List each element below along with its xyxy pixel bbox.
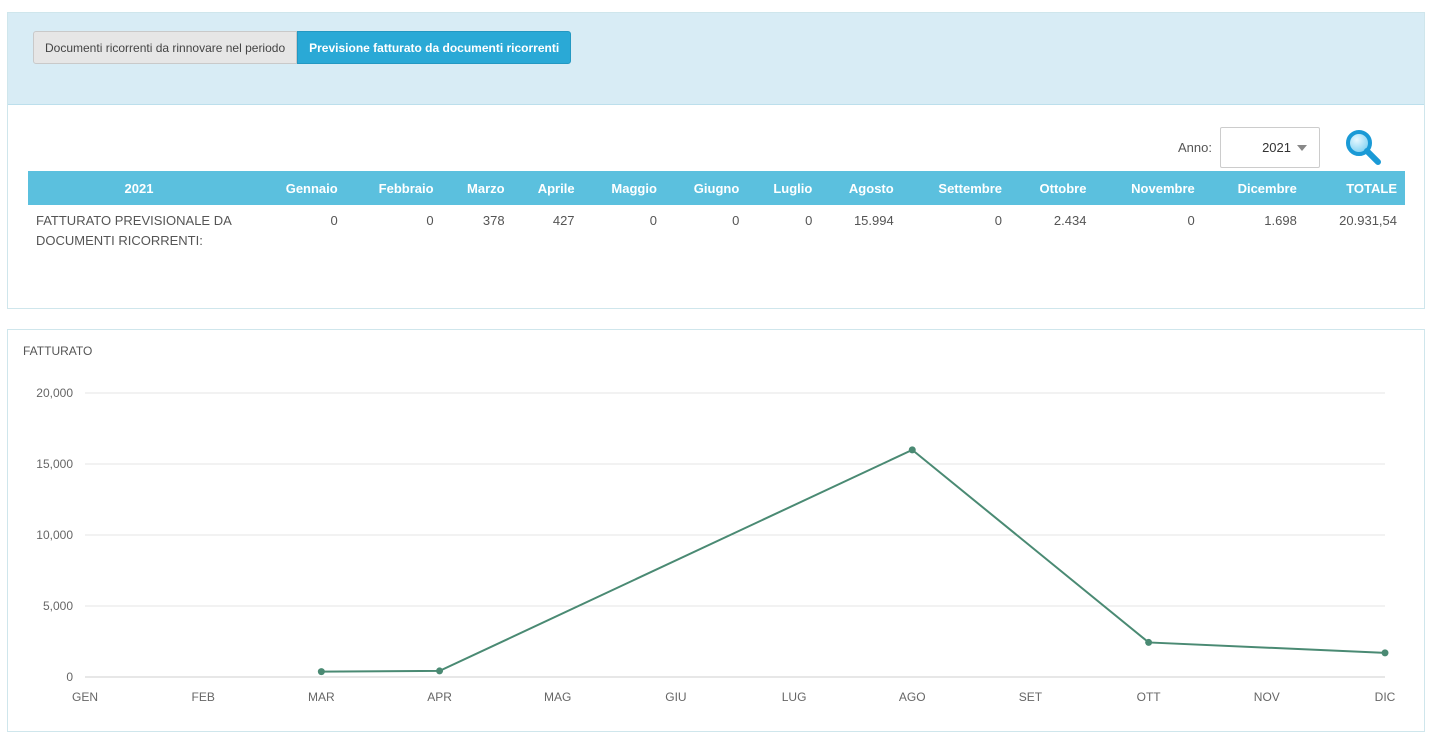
column-header: Novembre — [1094, 171, 1203, 205]
x-tick-label: SET — [1019, 690, 1043, 704]
year-filter: Anno: 2021 — [1178, 127, 1384, 168]
month-value-cell: 15.994 — [853, 213, 894, 228]
column-header: Dicembre — [1202, 171, 1305, 205]
tabs: Documenti ricorrenti da rinnovare nel pe… — [33, 31, 572, 64]
search-icon — [1346, 129, 1381, 165]
table-row: FATTURATO PREVISIONALE DA DOCUMENTI RICO… — [28, 205, 1405, 251]
column-header: Ottobre — [1009, 171, 1095, 205]
year-label: Anno: — [1178, 140, 1212, 155]
x-tick-label: OTT — [1137, 690, 1162, 704]
column-header: Maggio — [582, 171, 665, 205]
x-tick-label: NOV — [1254, 690, 1280, 704]
y-axis-title: FATTURATO — [23, 344, 92, 358]
tab-forecast[interactable]: Previsione fatturato da documenti ricorr… — [297, 31, 572, 64]
x-tick-label: MAG — [544, 690, 571, 704]
data-point[interactable] — [436, 667, 444, 675]
data-point[interactable] — [908, 446, 916, 454]
column-header: Agosto — [820, 171, 902, 205]
table-header-row: 2021 Gennaio Febbraio Marzo Aprile Maggio Giug… — [28, 171, 1405, 205]
year-value: 2021 — [1262, 140, 1291, 155]
data-point[interactable] — [1381, 649, 1389, 657]
tab-bar: Documenti ricorrenti da rinnovare nel pe… — [8, 13, 1424, 105]
x-tick-label: GIU — [665, 690, 686, 704]
month-value-cell: 0 — [994, 213, 1002, 228]
y-tick-label: 10,000 — [36, 528, 73, 542]
column-header: Febbraio — [345, 171, 442, 205]
x-tick-label: AGO — [899, 690, 926, 704]
year-select[interactable]: 2021 — [1220, 127, 1320, 168]
column-header: Aprile — [512, 171, 583, 205]
column-header: TOTALE — [1304, 171, 1405, 205]
data-point[interactable] — [317, 668, 325, 676]
forecast-table: 2021 Gennaio Febbraio Marzo Aprile Maggio Giug… — [28, 171, 1405, 251]
total-cell: 20.931,54 — [1339, 213, 1397, 228]
month-value-cell: 0 — [732, 213, 740, 228]
month-value-cell: 2.434 — [1053, 213, 1087, 228]
column-header: Giugno — [664, 171, 748, 205]
search-button[interactable] — [1344, 128, 1384, 168]
x-tick-label: APR — [427, 690, 452, 704]
column-header: Marzo — [441, 171, 513, 205]
month-value-cell: 0 — [1187, 213, 1195, 228]
chevron-down-icon — [1297, 144, 1307, 151]
month-value-cell: 0 — [649, 213, 657, 228]
chart-panel: FATTURATO 0 5,000 10,000 15,000 20,000 GEN FEB M… — [7, 329, 1425, 732]
y-tick-label: 0 — [66, 670, 73, 684]
column-header: Gennaio — [254, 171, 346, 205]
column-header: Luglio — [747, 171, 821, 205]
y-tick-label: 20,000 — [36, 386, 73, 400]
x-tick-label: MAR — [308, 690, 335, 704]
x-tick-label: GEN — [72, 690, 98, 704]
month-value-cell: 0 — [805, 213, 813, 228]
month-value-cell: 378 — [482, 213, 505, 228]
month-value-cell: 427 — [552, 213, 575, 228]
series-line — [321, 448, 1386, 673]
x-tick-label: LUG — [782, 690, 807, 704]
column-header: Settembre — [901, 171, 1010, 205]
month-value-cell: 1.698 — [1264, 213, 1297, 228]
row-label: FATTURATO PREVISIONALE DA DOCUMENTI RICO… — [36, 213, 232, 248]
data-point[interactable] — [1145, 638, 1153, 646]
month-value-cell: 0 — [330, 213, 338, 228]
y-tick-label: 5,000 — [43, 599, 73, 613]
y-tick-label: 15,000 — [36, 457, 73, 471]
x-tick-label: FEB — [192, 690, 215, 704]
tab-renewals[interactable]: Documenti ricorrenti da rinnovare nel pe… — [33, 31, 298, 64]
month-value-cell: 0 — [426, 213, 434, 228]
x-tick-label: DIC — [1375, 690, 1396, 704]
forecast-panel: Documenti ricorrenti da rinnovare nel pe… — [7, 12, 1425, 309]
revenue-line-chart: FATTURATO 0 5,000 10,000 15,000 20,000 GEN FEB M… — [23, 344, 1396, 704]
year-column-header: 2021 — [28, 171, 254, 205]
